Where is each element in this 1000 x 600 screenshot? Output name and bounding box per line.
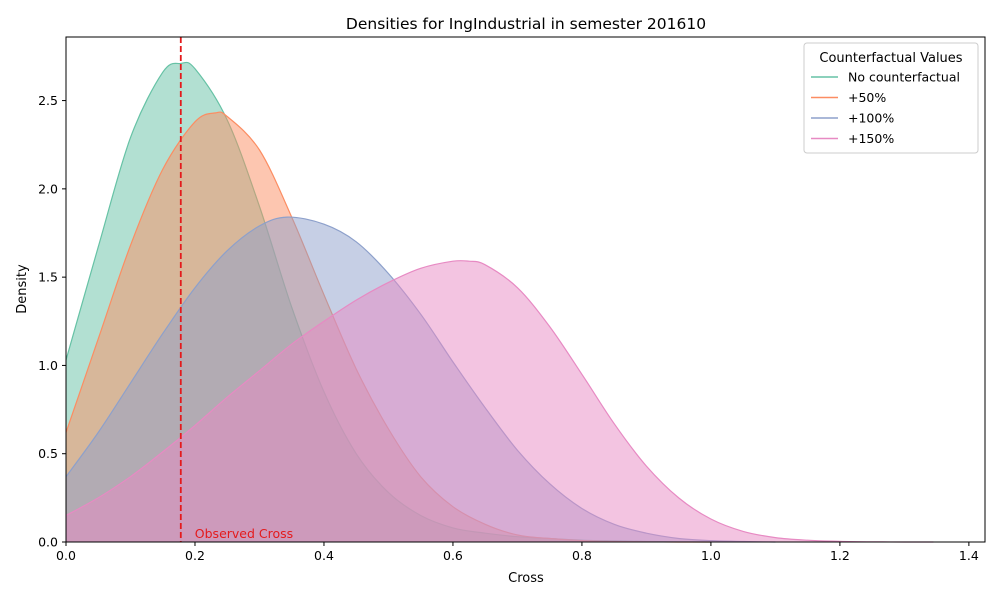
x-axis-label: Cross — [508, 571, 544, 586]
y-tick-label: 0.0 — [38, 535, 58, 550]
plot-area: Observed Cross 0.0 0.2 0.4 0.6 0.8 1.0 1.2 1.40… — [38, 36, 986, 563]
legend-entries: No counterfactual +50% +100% +150% — [811, 70, 960, 146]
chart-title: Densities for IngIndustrial in semester … — [346, 15, 706, 33]
x-tick-label: 1.0 — [701, 548, 721, 563]
legend: Counterfactual Values No counterfactual +… — [803, 42, 979, 154]
legend-label-1: +50% — [848, 90, 886, 105]
y-tick-label: 2.5 — [38, 93, 58, 108]
legend-label-3: +150% — [848, 131, 894, 146]
x-tick-label: 1.2 — [830, 548, 850, 563]
annotation-layer: Observed Cross — [179, 37, 293, 542]
x-tick-label: 1.4 — [959, 548, 979, 563]
x-tick-label: 0.2 — [185, 548, 205, 563]
legend-title: Counterfactual Values — [819, 51, 962, 66]
legend-box — [803, 42, 979, 154]
y-tick-label: 1.0 — [38, 358, 58, 373]
series-line-3 — [65, 259, 934, 543]
y-tick-label: 2.0 — [38, 181, 58, 196]
y-tick-label: 1.5 — [38, 270, 58, 285]
series-area-3 — [66, 260, 934, 542]
x-tick-label: 0.6 — [443, 548, 463, 563]
legend-label-0: No counterfactual — [848, 70, 960, 85]
y-tick-label: 0.5 — [38, 446, 58, 461]
axes-layer: 0.0 0.2 0.4 0.6 0.8 1.0 1.2 1.4 0.0 0.5 1.0 1.5 2.0 2… — [38, 36, 986, 563]
x-tick-label: 0.8 — [572, 548, 592, 563]
x-tick-label: 0.0 — [56, 548, 76, 563]
legend-label-2: +100% — [848, 111, 894, 126]
y-axis-label: Density — [15, 264, 30, 314]
plot-frame — [65, 36, 986, 543]
x-tick-label: 0.4 — [314, 548, 334, 563]
series-layer — [65, 61, 934, 543]
observed-cross-label: Observed Cross — [195, 526, 293, 541]
